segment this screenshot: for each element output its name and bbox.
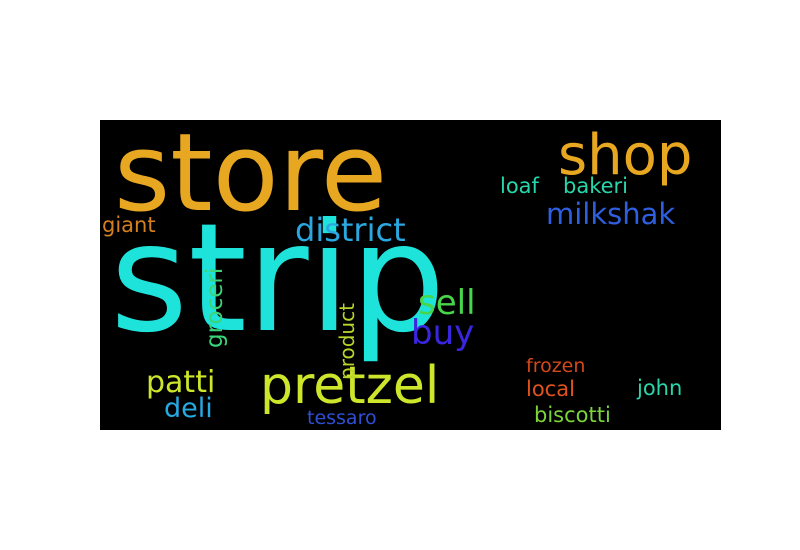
word-groceri: groceri: [202, 267, 228, 348]
word-deli: deli: [164, 393, 213, 424]
word-patti: patti: [146, 365, 216, 400]
word-bakeri: bakeri: [563, 174, 628, 198]
word-cloud: store strip shop pretzel milkshak distri…: [100, 120, 721, 430]
word-local: local: [526, 377, 575, 401]
word-store: store: [114, 120, 388, 236]
word-pretzel: pretzel: [260, 356, 440, 416]
word-tessaro: tessaro: [307, 407, 377, 429]
word-shop: shop: [558, 123, 693, 188]
word-district: district: [295, 211, 406, 249]
word-strip: strip: [110, 192, 446, 366]
word-milkshak: milkshak: [546, 197, 676, 231]
word-buy: buy: [411, 313, 475, 353]
word-frozen: frozen: [526, 355, 586, 377]
word-giant: giant: [102, 213, 156, 237]
word-product: product: [335, 303, 359, 380]
word-john: john: [637, 376, 683, 400]
word-loaf: loaf: [500, 174, 539, 198]
word-sell: sell: [418, 283, 476, 323]
word-biscotti: biscotti: [534, 403, 611, 427]
